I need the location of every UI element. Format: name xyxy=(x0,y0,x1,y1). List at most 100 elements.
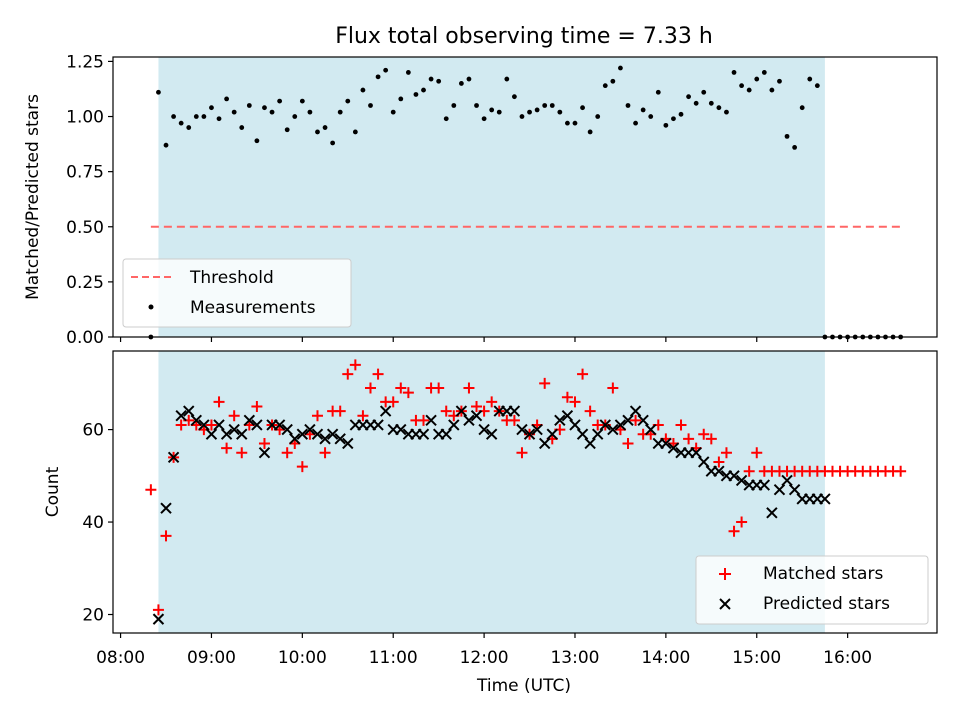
predicted-star-point xyxy=(167,451,180,464)
measurement-point xyxy=(724,109,729,115)
predicted-star-point xyxy=(478,423,490,436)
predicted-star-point xyxy=(766,507,778,519)
matched-star-point xyxy=(622,437,634,449)
measurement-point xyxy=(269,109,275,115)
matched-star-point xyxy=(365,382,376,394)
predicted-star-point xyxy=(569,419,581,431)
matched-star-point xyxy=(258,437,270,449)
legend-threshold-label: Threshold xyxy=(189,268,274,288)
measurement-point xyxy=(701,89,707,95)
legend-measurements-label: Measurements xyxy=(190,298,316,318)
predicted-star-point xyxy=(819,493,831,505)
predicted-star-point xyxy=(417,428,430,440)
measurement-point xyxy=(345,98,351,104)
predicted-star-point xyxy=(576,428,589,440)
matched-star-point xyxy=(516,447,528,459)
measurement-point xyxy=(489,107,495,113)
predicted-star-point xyxy=(372,419,384,431)
matched-star-point xyxy=(152,604,164,616)
predicted-star-point xyxy=(304,423,316,436)
matched-star-point xyxy=(577,368,589,380)
y-tick-label: 1.25 xyxy=(66,52,104,72)
measurement-point xyxy=(618,65,623,71)
measurement-point xyxy=(655,89,661,95)
measurement-point xyxy=(451,103,457,108)
measurement-point xyxy=(572,120,578,126)
measurement-point xyxy=(731,70,737,75)
x-tick-label: 15:00 xyxy=(732,648,781,668)
predicted-star-point xyxy=(379,405,392,417)
matched-star-point xyxy=(334,405,346,417)
measurement-point xyxy=(716,105,722,111)
predicted-star-point xyxy=(273,419,286,431)
legend-predicted-label: Predicted stars xyxy=(763,594,890,614)
measurement-point xyxy=(708,100,714,106)
y-tick-label: 0.50 xyxy=(66,218,104,238)
predicted-star-point xyxy=(281,423,293,436)
measurement-point xyxy=(807,76,813,82)
predicted-star-point xyxy=(667,442,680,454)
measurement-point xyxy=(436,78,442,84)
legend-matched-swatch xyxy=(719,568,731,580)
predicted-star-point xyxy=(485,428,498,440)
measurement-point xyxy=(481,116,487,122)
predicted-star-point xyxy=(175,410,187,422)
matched-star-point xyxy=(569,396,581,408)
measurement-point xyxy=(587,129,593,135)
predicted-star-point xyxy=(690,446,702,459)
measurement-point xyxy=(443,116,449,122)
bottom-x-ticks: 08:00 09:00 10:00 11:00 12:00 13:00 14:00 15:00… xyxy=(96,633,872,668)
predicted-star-point xyxy=(607,423,619,436)
top-y-axis-label: Matched/Predicted stars xyxy=(23,94,43,300)
matched-star-point xyxy=(433,382,445,394)
measurement-point xyxy=(368,103,373,108)
predicted-star-point xyxy=(152,613,165,625)
measurement-point xyxy=(171,114,176,119)
predicted-star-point xyxy=(622,414,634,427)
predicted-star-point xyxy=(599,419,611,431)
measurement-points xyxy=(148,65,904,340)
matched-star-point xyxy=(743,465,755,477)
x-tick-label: 12:00 xyxy=(460,648,509,668)
matched-star-point xyxy=(630,414,642,426)
measurement-point xyxy=(557,109,563,115)
measurement-point xyxy=(262,105,267,111)
predicted-star-point xyxy=(523,428,536,440)
measurement-point xyxy=(216,116,222,122)
predicted-star-point xyxy=(425,414,437,427)
predicted-star-point xyxy=(251,419,263,431)
matched-star-point xyxy=(440,405,452,417)
measurement-point xyxy=(186,125,192,130)
predicted-star-point xyxy=(645,423,657,436)
bottom-panel: 20 40 60 08:00 09:00 10:00 11:00 12:00 13:00 14:… xyxy=(43,350,938,696)
predicted-star-point xyxy=(236,428,248,440)
matched-star-point xyxy=(584,405,596,417)
legend-predicted-swatch xyxy=(719,598,731,610)
x-tick-label: 16:00 xyxy=(823,648,872,668)
measurement-point xyxy=(542,103,548,108)
matched-star-point xyxy=(145,484,157,496)
matched-star-point xyxy=(175,419,187,431)
measurement-point xyxy=(527,109,532,115)
measurement-point xyxy=(549,103,555,108)
legend-measurement-swatch xyxy=(148,304,154,310)
predicted-star-point xyxy=(243,414,256,427)
matched-star-point xyxy=(705,433,717,445)
predicted-star-point xyxy=(311,428,324,440)
measurement-point xyxy=(814,83,820,89)
chart-title: Flux total observing time = 7.33 h xyxy=(335,24,713,49)
measurement-point xyxy=(428,76,434,82)
measurement-point xyxy=(633,120,638,126)
measurement-point xyxy=(663,122,669,128)
matched-star-point xyxy=(736,516,748,528)
measurement-point xyxy=(504,76,510,82)
predicted-star-point xyxy=(289,433,301,445)
bottom-y-axis-label: Count xyxy=(43,466,63,517)
predicted-star-point xyxy=(190,414,203,427)
measurement-point xyxy=(163,142,169,148)
measurement-point xyxy=(277,98,283,104)
predicted-star-point xyxy=(735,474,748,487)
matched-star-point xyxy=(486,396,498,408)
predicted-star-point xyxy=(205,428,218,440)
